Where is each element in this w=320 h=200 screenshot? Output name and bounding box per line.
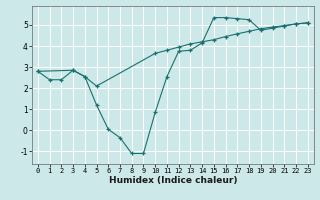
- X-axis label: Humidex (Indice chaleur): Humidex (Indice chaleur): [108, 176, 237, 185]
